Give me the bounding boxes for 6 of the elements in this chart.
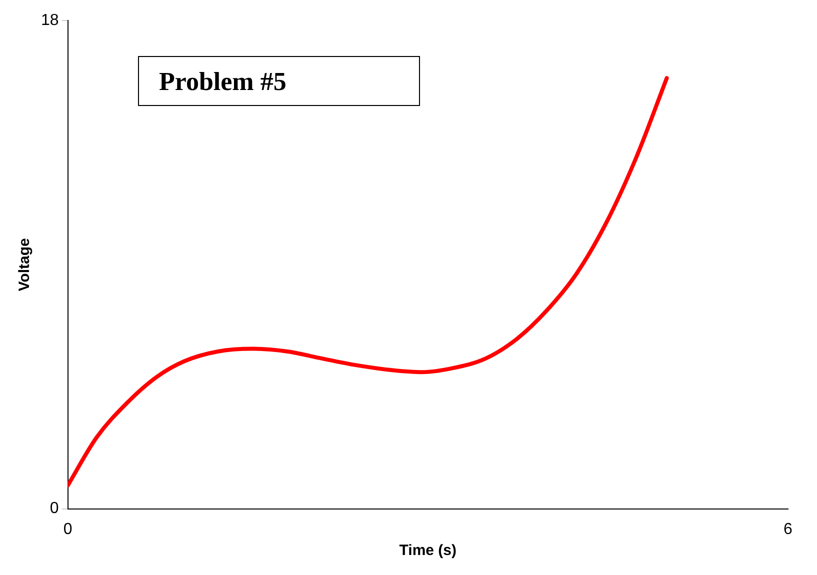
y-axis-title: Voltage [16, 238, 34, 292]
x-axis-title: Time (s) [399, 542, 457, 560]
y-tick-label: 18 [41, 12, 59, 30]
annotation: Problem #5 [159, 67, 286, 96]
text-frame: Problem #5 [138, 56, 420, 106]
x-tick-label: 6 [784, 520, 793, 538]
